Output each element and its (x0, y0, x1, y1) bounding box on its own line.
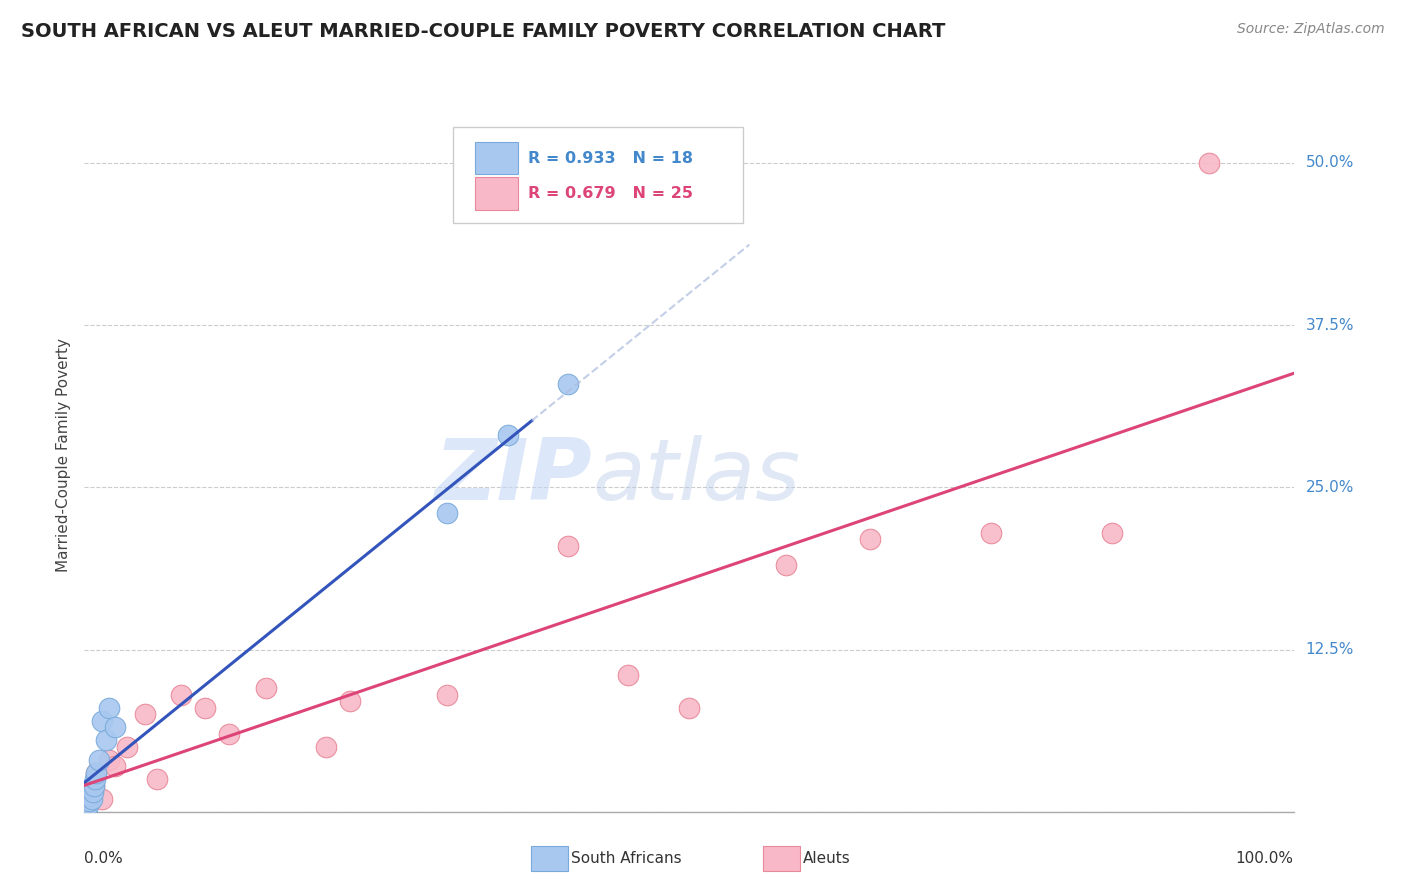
Point (77, 798, 100, 813)
Point (980, 525, 1002, 540)
Text: SOUTH AFRICAN VS ALEUT MARRIED-COUPLE FAMILY POVERTY CORRELATION CHART: SOUTH AFRICAN VS ALEUT MARRIED-COUPLE FA… (21, 22, 945, 41)
Point (104, 720, 127, 734)
Point (83, 779, 105, 793)
Point (1198, 156, 1220, 170)
Text: 12.5%: 12.5% (1306, 642, 1354, 657)
Point (79, 789, 101, 804)
Point (557, 539, 579, 553)
Point (79, 785, 101, 799)
Point (82, 785, 104, 799)
Y-axis label: Married-Couple Family Poverty: Married-Couple Family Poverty (56, 338, 72, 572)
Point (84, 772, 107, 787)
Point (170, 688, 193, 702)
Point (80, 791, 103, 805)
Point (86, 765, 108, 780)
Text: South Africans: South Africans (571, 851, 682, 866)
Point (91, 714, 114, 728)
Text: Source: ZipAtlas.com: Source: ZipAtlas.com (1237, 22, 1385, 37)
Point (76, 801, 98, 815)
Point (315, 739, 337, 754)
Point (194, 701, 217, 715)
Point (104, 759, 127, 773)
Text: 100.0%: 100.0% (1236, 851, 1294, 866)
Point (557, 376, 579, 391)
Point (97, 753, 120, 767)
Text: atlas: atlas (592, 434, 800, 518)
FancyBboxPatch shape (475, 142, 519, 175)
Text: R = 0.679   N = 25: R = 0.679 N = 25 (529, 186, 693, 202)
Point (339, 694, 361, 708)
Point (77, 794, 100, 808)
Point (617, 668, 640, 682)
Point (134, 707, 156, 722)
Point (678, 701, 700, 715)
Point (218, 727, 240, 741)
FancyBboxPatch shape (475, 178, 519, 211)
Text: ZIP: ZIP (434, 434, 592, 518)
Point (86, 765, 108, 780)
Text: 37.5%: 37.5% (1306, 318, 1354, 333)
Text: 0.0%: 0.0% (84, 851, 124, 866)
Point (83, 779, 105, 793)
Text: 50.0%: 50.0% (1306, 155, 1354, 170)
Point (775, 558, 797, 573)
Point (496, 428, 519, 442)
Text: Aleuts: Aleuts (803, 851, 851, 866)
Point (87, 753, 110, 767)
Text: 25.0%: 25.0% (1306, 480, 1354, 495)
Point (436, 688, 458, 702)
Text: R = 0.933   N = 18: R = 0.933 N = 18 (529, 151, 693, 166)
Point (97, 701, 120, 715)
Point (859, 533, 882, 547)
Point (91, 791, 114, 805)
Point (77, 798, 100, 813)
Point (115, 739, 138, 754)
Point (94, 733, 117, 747)
Point (254, 681, 277, 696)
FancyBboxPatch shape (453, 127, 744, 223)
Point (146, 772, 169, 787)
Point (79, 781, 101, 796)
Point (1101, 525, 1123, 540)
Point (436, 506, 458, 520)
